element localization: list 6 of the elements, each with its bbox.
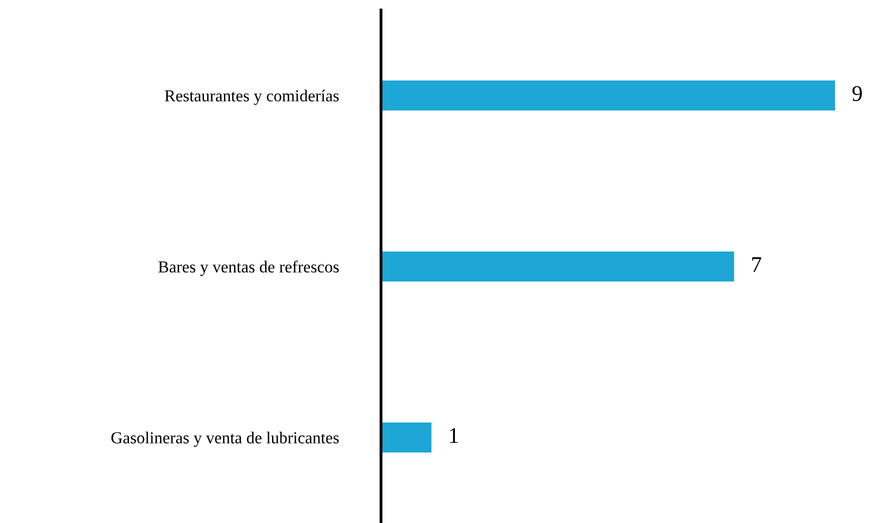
data-label: 1 [450,428,458,443]
y-tick-label: Gasolineras y venta de lubricantes [111,432,339,447]
data-label: 9 [852,86,862,102]
y-tick-label: Bares y ventas de refrescos [158,260,339,276]
y-tick-label: Restaurantes y comiderías [164,90,339,105]
data-label: 7 [752,257,762,272]
